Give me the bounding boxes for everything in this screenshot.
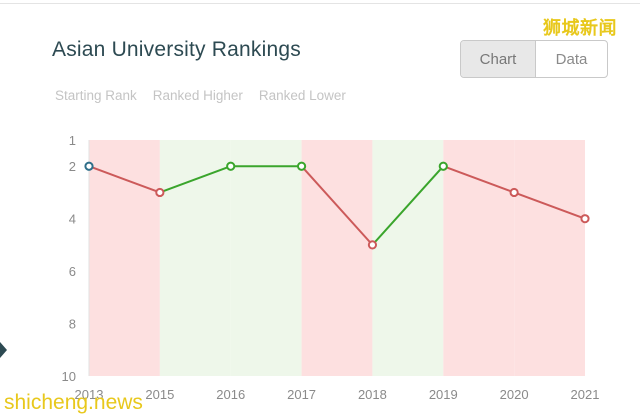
y-tick-label: 8 [69,317,76,332]
data-point [580,214,590,224]
y-tick-label: 6 [69,264,76,279]
view-toggle: Chart Data [460,40,608,78]
x-tick-label: 2016 [216,387,245,402]
y-tick-label: 1 [69,133,76,148]
ranked-lower-segment [300,165,374,246]
legend-ranked-higher[interactable]: Ranked Higher [152,88,243,103]
ranked-lower-segment [442,165,515,194]
ranked-lower-segment [88,165,161,194]
y-tick-label: 4 [69,212,76,227]
chart-title: Asian University Rankings [52,38,301,61]
data-point [155,187,165,198]
ranked-higher-segment [371,165,445,246]
watermark-bottom-left: shicheng.news [4,391,143,414]
y-tick-label: 10 [62,369,76,384]
ranked-lower-band [514,140,585,376]
chart-view-button[interactable]: Chart [461,41,536,77]
starting-rank-point [84,161,94,171]
ranked-lower-band [301,140,373,376]
x-tick-label: 2019 [429,387,458,402]
x-tick-label: 2021 [571,387,600,402]
y-tick-label: 2 [69,159,76,174]
ranked-lower-segment [513,191,586,220]
data-point [226,161,236,171]
x-tick-label: 2015 [145,387,174,402]
ranked-higher-segment [159,165,232,194]
legend-ranked-lower[interactable]: Ranked Lower [258,88,346,103]
data-point [509,187,519,198]
ranked-higher-band [372,140,444,376]
data-point [367,240,378,250]
data-view-button[interactable]: Data [555,50,588,68]
data-point [438,161,448,171]
x-tick-label: 2018 [358,387,387,402]
data-point [296,161,307,171]
x-tick-label: 2020 [500,387,529,402]
ranked-higher-band [230,140,302,376]
legend-starting-rank[interactable]: Starting Rank [55,88,137,103]
ranked-lower-band [89,140,160,376]
watermark-top-right: 狮城新闻 [543,18,617,39]
x-tick-label: 2017 [287,387,316,402]
ranked-lower-band [443,140,515,376]
x-tick-label: 2013 [75,387,104,402]
ranked-higher-band [159,140,231,376]
left-scroll-arrow-icon[interactable] [0,342,7,358]
chart-legend: Starting Rank Ranked Higher Ranked Lower [55,88,346,103]
top-divider [0,3,640,4]
